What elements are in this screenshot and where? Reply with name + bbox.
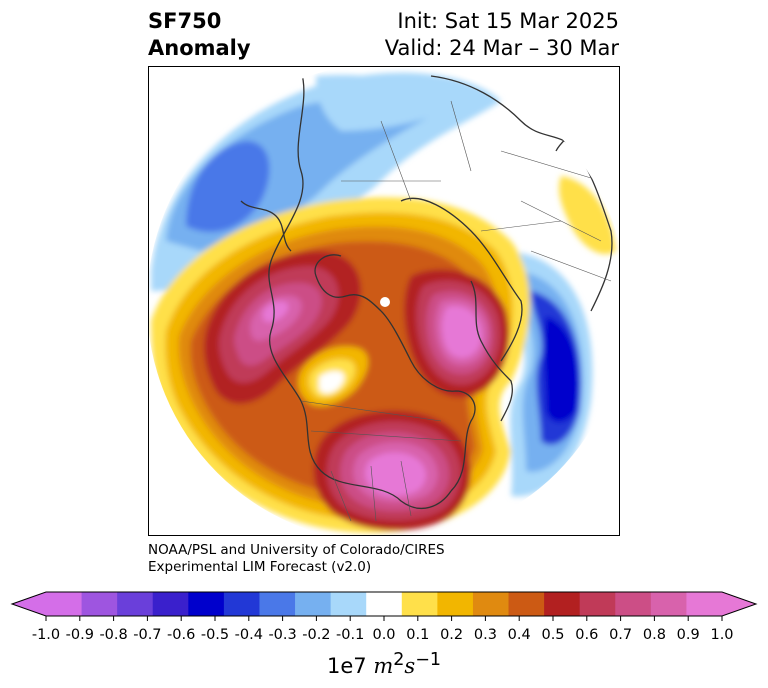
unit-scale: 1e7	[327, 654, 367, 678]
colorbar-segment	[366, 592, 403, 616]
unit-s-exponent: −1	[415, 650, 441, 670]
date-info: Init: Sat 15 Mar 2025 Valid: 24 Mar – 30…	[385, 8, 619, 62]
colorbar-tick-label: 0.5	[541, 627, 565, 643]
colorbar-tick-label: 0.0	[372, 627, 396, 643]
colorbar-tick-label: 0.3	[473, 627, 497, 643]
colorbar-tick-label: -0.9	[65, 627, 94, 643]
colorbar-segment	[508, 592, 545, 616]
anomaly-label: Anomaly	[148, 36, 251, 60]
colorbar-tick-label: 0.2	[440, 627, 464, 643]
colorbar-segment	[81, 592, 118, 616]
colorbar-unit-label: 1e7 m2s−1	[327, 650, 441, 678]
colorbar-tick-label: 0.7	[609, 627, 633, 643]
valid-range: Valid: 24 Mar – 30 Mar	[384, 36, 619, 60]
colorbar-tick-label: -0.1	[336, 627, 365, 643]
colorbar-segment	[223, 592, 260, 616]
credit-line-2: Experimental LIM Forecast (v2.0)	[148, 559, 372, 575]
colorbar-segment	[579, 592, 616, 616]
colorbar-segment	[472, 592, 510, 616]
unit-m-exponent: 2	[393, 650, 405, 670]
unit-m: m	[373, 654, 394, 678]
colorbar-segment	[46, 592, 83, 616]
variable-label: SF750	[148, 9, 222, 33]
north-pole-marker	[380, 297, 390, 307]
colorbar-segment	[188, 592, 225, 616]
colorbar-segment	[650, 592, 687, 616]
colorbar-segment	[437, 592, 474, 616]
colorbar-segment	[117, 592, 154, 616]
colorbar	[10, 591, 758, 621]
colorbar-extend-low	[12, 592, 46, 616]
colorbar-segment	[259, 592, 296, 616]
map-title: SF750 Anomaly	[148, 8, 251, 62]
colorbar-tick-label: -0.8	[99, 627, 128, 643]
colorbar-tick-label: 0.8	[642, 627, 666, 643]
colorbar-tick-label: -0.2	[302, 627, 331, 643]
colorbar-segment	[686, 592, 723, 616]
credit-line-1: NOAA/PSL and University of Colorado/CIRE…	[148, 542, 445, 558]
colorbar-tick-label: -0.3	[268, 627, 297, 643]
colorbar-segment	[615, 592, 652, 616]
colorbar-tick-label: -0.6	[167, 627, 196, 643]
colorbar-segment	[401, 592, 438, 616]
colorbar-tick-label: -0.5	[200, 627, 230, 643]
colorbar-segment	[152, 592, 189, 616]
colorbar-tick-label: 0.4	[507, 627, 531, 643]
colorbar-tick-label: -0.4	[234, 627, 263, 643]
colorbar-tick-label: 0.1	[406, 627, 430, 643]
colorbar-tick-label: -1.0	[31, 627, 61, 643]
colorbar-tick-label: -0.7	[133, 627, 162, 643]
polar-stereographic-map	[148, 66, 620, 536]
colorbar-segment	[544, 592, 581, 616]
init-date: Init: Sat 15 Mar 2025	[397, 9, 619, 33]
political-borders	[300, 100, 612, 522]
credit-text: NOAA/PSL and University of Colorado/CIRE…	[148, 542, 445, 576]
unit-s: s	[404, 654, 416, 678]
colorbar-tick-label: 0.6	[575, 627, 599, 643]
colorbar-tick-label: 1.0	[710, 627, 734, 643]
colorbar-tick-label: 0.9	[676, 627, 700, 643]
colorbar-segment	[330, 592, 367, 616]
colorbar-segment	[295, 592, 332, 616]
colorbar-extend-high	[722, 592, 756, 616]
